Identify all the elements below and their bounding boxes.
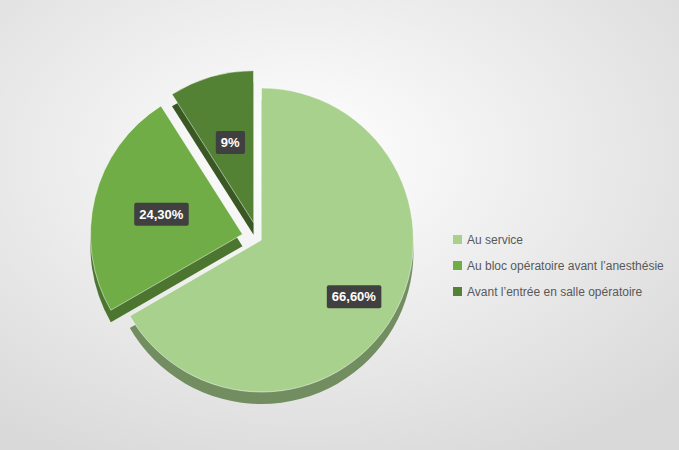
- data-label-text: 24,30%: [139, 207, 184, 222]
- data-labels: 66,60% 24,30% 9%: [134, 131, 381, 308]
- background: [0, 0, 679, 450]
- chart: 66,60% 24,30% 9% Au service Au bloc opératoi…: [0, 0, 679, 450]
- legend-label: Avant l’entrée en salle opératoire: [467, 285, 643, 299]
- legend-label: Au bloc opératoire avant l’anesthésie: [467, 259, 664, 273]
- legend-item: Avant l’entrée en salle opératoire: [453, 285, 643, 299]
- legend-item: Au bloc opératoire avant l’anesthésie: [453, 259, 664, 273]
- data-label-box: [216, 131, 245, 154]
- slices: [90, 71, 413, 392]
- pie: 66,60% 24,30% 9%: [90, 71, 413, 404]
- data-label: 9%: [216, 131, 245, 154]
- legend-label: Au service: [467, 233, 523, 247]
- legend-swatch: [453, 261, 462, 270]
- slice: [172, 71, 254, 223]
- data-label-box: [134, 203, 189, 226]
- data-label-box: [327, 285, 382, 308]
- data-label-text: 66,60%: [332, 289, 377, 304]
- legend-swatch: [453, 287, 462, 296]
- data-label-text: 9%: [221, 135, 240, 150]
- data-label: 24,30%: [134, 203, 189, 226]
- legend-swatch: [453, 235, 462, 244]
- data-label: 66,60%: [327, 285, 382, 308]
- legend-item: Au service: [453, 233, 523, 247]
- legend: Au service Au bloc opératoire avant l’ane…: [453, 233, 664, 299]
